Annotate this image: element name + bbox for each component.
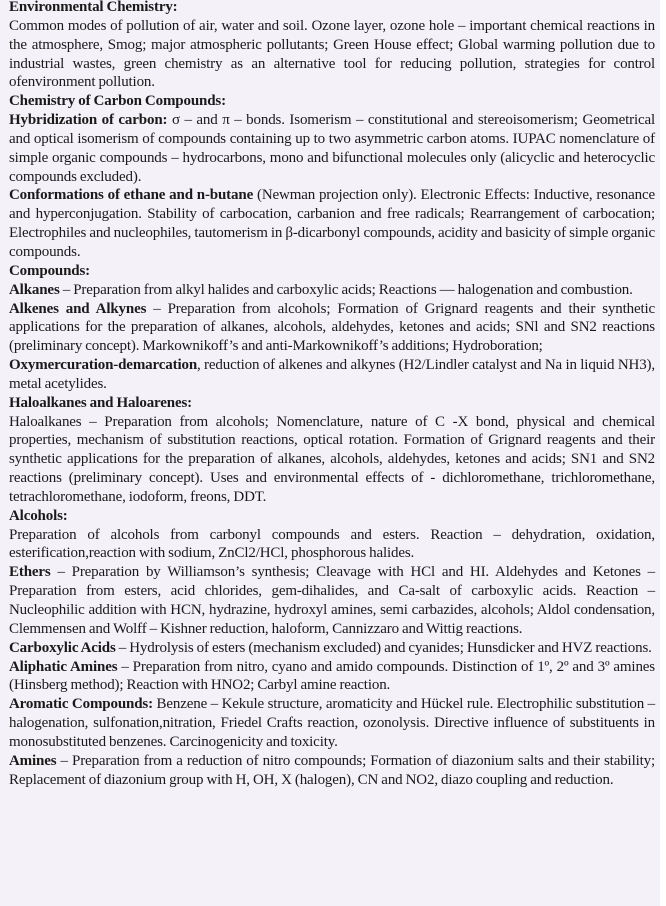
topic-term: Conformations of ethane and n-butane (9, 187, 254, 204)
topic-text: – Preparation from alkyl halides and car… (59, 281, 633, 298)
section-heading: Chemistry of Carbon Compounds: (9, 93, 226, 110)
paragraph: Common modes of pollution of air, water … (9, 17, 655, 91)
paragraph: Aromatic Compounds: Benzene – Kekule str… (9, 695, 655, 752)
syllabus-text: Environmental Chemistry: Common modes of… (9, 0, 655, 789)
paragraph: Alkenes and Alkynes – Preparation from a… (9, 300, 655, 357)
paragraph: Oxymercuration-demarcation, reduction of… (9, 356, 655, 394)
topic-text: (Newman projection only). Electronic Eff… (9, 187, 655, 260)
paragraph: Aliphatic Amines – Preparation from nitr… (9, 658, 655, 696)
topic-text: – Preparation by Williamson’s synthesis;… (9, 564, 655, 637)
topic-term: Ethers (9, 564, 51, 581)
paragraph: Ethers – Preparation by Williamson’s syn… (9, 563, 655, 638)
paragraph: Preparation of alcohols from carbonyl co… (9, 526, 655, 562)
topic-text: σ – and π – bonds. Isomerism – constitut… (9, 112, 655, 185)
paragraph: Conformations of ethane and n-butane (Ne… (9, 186, 655, 261)
topic-text: Benzene – Kekule structure, aromaticity … (9, 696, 655, 750)
paragraph: Amines – Preparation from a reduction of… (9, 752, 655, 790)
section-heading: Environmental Chemistry: (9, 0, 178, 15)
paragraph: Carboxylic Acids – Hydrolysis of esters … (9, 639, 655, 658)
paragraph: Alkanes – Preparation from alkyl halides… (9, 281, 655, 300)
topic-term: Aromatic Compounds: (9, 696, 153, 713)
topic-term: Alkanes (9, 281, 60, 298)
topic-term: Aliphatic Amines (9, 658, 118, 675)
topic-term: Carboxylic Acids (9, 639, 116, 656)
topic-text: – Hydrolysis of esters (mechanism exclud… (115, 639, 652, 656)
topic-term: Hybridization of carbon: (9, 112, 168, 129)
topic-text: – Preparation from alcohols; Formation o… (9, 300, 655, 355)
topic-text: – Preparation from nitro, cyano and amid… (9, 658, 655, 694)
topic-text: – Preparation from a reduction of nitro … (9, 752, 655, 788)
paragraph: Hybridization of carbon: σ – and π – bon… (9, 111, 655, 186)
section-heading: Haloalkanes and Haloarenes: (9, 394, 193, 411)
topic-term: Oxymercuration-demarcation (9, 357, 198, 374)
section-heading: Alcohols: (9, 507, 68, 524)
section-heading: Compounds: (9, 262, 91, 279)
topic-term: Amines (9, 752, 57, 769)
paragraph: Haloalkanes – Preparation from alcohols;… (9, 413, 655, 505)
topic-text: , reduction of alkenes and alkynes (H2/L… (9, 357, 655, 392)
topic-term: Alkenes and Alkynes (9, 300, 147, 317)
